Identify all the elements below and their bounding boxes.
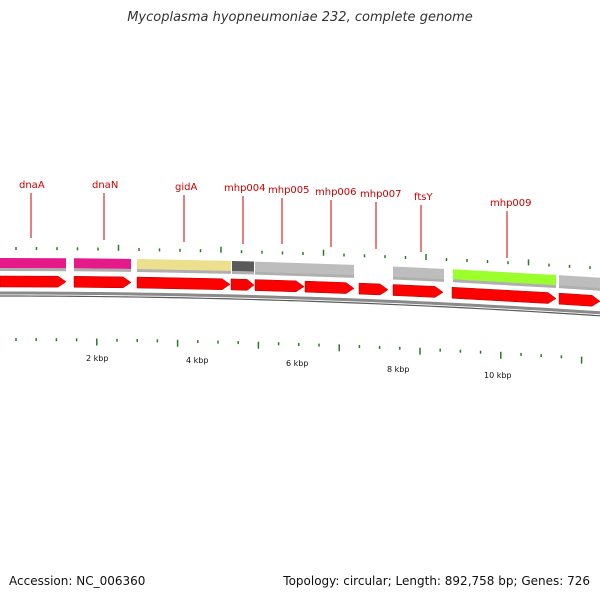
backbone-shadow	[0, 295, 600, 317]
top-tick-marks	[15, 244, 591, 270]
category-bar-shadow	[232, 270, 254, 275]
gene-arrow	[0, 275, 67, 288]
genome-backbone	[0, 291, 600, 317]
scale-label-6kbp: 6 kbp	[286, 359, 308, 368]
gene-arrow	[230, 278, 255, 291]
gene-leader-lines	[30, 193, 508, 258]
gene-labels: dnaA dnaN gidA mhp004 mhp005 mhp006 mhp0…	[19, 180, 532, 209]
gene-arrow	[392, 284, 444, 298]
gene-label-dnaA: dnaA	[19, 180, 45, 191]
category-bar-shadow	[74, 268, 131, 272]
gene-arrow	[73, 276, 132, 289]
gene-label-mhp004: mhp004	[224, 183, 266, 194]
gene-arrow	[304, 280, 355, 294]
category-track	[0, 258, 600, 291]
scale-label-10kbp: 10 kbp	[484, 371, 512, 380]
scale-label-4kbp: 4 kbp	[186, 356, 208, 365]
gene-arrow-track	[0, 275, 600, 307]
genome-title: Mycoplasma hyopneumoniae 232, complete g…	[127, 10, 473, 25]
category-bar-shadow	[255, 271, 354, 278]
gene-arrow	[136, 276, 231, 290]
category-bar	[137, 259, 231, 271]
category-bar	[255, 261, 354, 275]
category-bar	[74, 258, 131, 269]
accession-text: Accession: NC_006360	[9, 574, 146, 588]
category-bar-shadow	[0, 268, 66, 272]
gene-label-ftsY: ftsY	[414, 192, 433, 203]
category-bar-shadow	[453, 279, 556, 289]
backbone-line	[0, 291, 600, 315]
category-bar	[232, 260, 254, 272]
category-bar	[0, 258, 66, 269]
gene-label-mhp009: mhp009	[490, 198, 532, 209]
gene-label-dnaN: dnaN	[92, 180, 118, 191]
scale-label-2kbp: 2 kbp	[86, 354, 108, 363]
gene-label-mhp006: mhp006	[315, 187, 357, 198]
scale-label-8kbp: 8 kbp	[387, 365, 409, 374]
gene-label-gidA: gidA	[175, 182, 197, 193]
category-bar-shadow	[559, 285, 600, 291]
scale-labels: 2 kbp 4 kbp 6 kbp 8 kbp 10 kbp	[86, 354, 512, 380]
gene-label-mhp007: mhp007	[360, 189, 402, 200]
category-bar-shadow	[137, 269, 231, 274]
category-bar-shadow	[393, 276, 444, 282]
gene-label-mhp005: mhp005	[268, 185, 310, 196]
category-bar	[453, 269, 556, 286]
category-bar	[393, 266, 444, 279]
category-bar	[559, 275, 600, 288]
gene-arrow	[254, 279, 305, 293]
gene-arrow	[358, 282, 389, 296]
genome-stats-text: Topology: circular; Length: 892,758 bp; …	[283, 574, 590, 588]
scale-tick-marks	[15, 338, 583, 364]
gene-arrow	[558, 292, 600, 307]
gene-arrow	[451, 286, 557, 304]
